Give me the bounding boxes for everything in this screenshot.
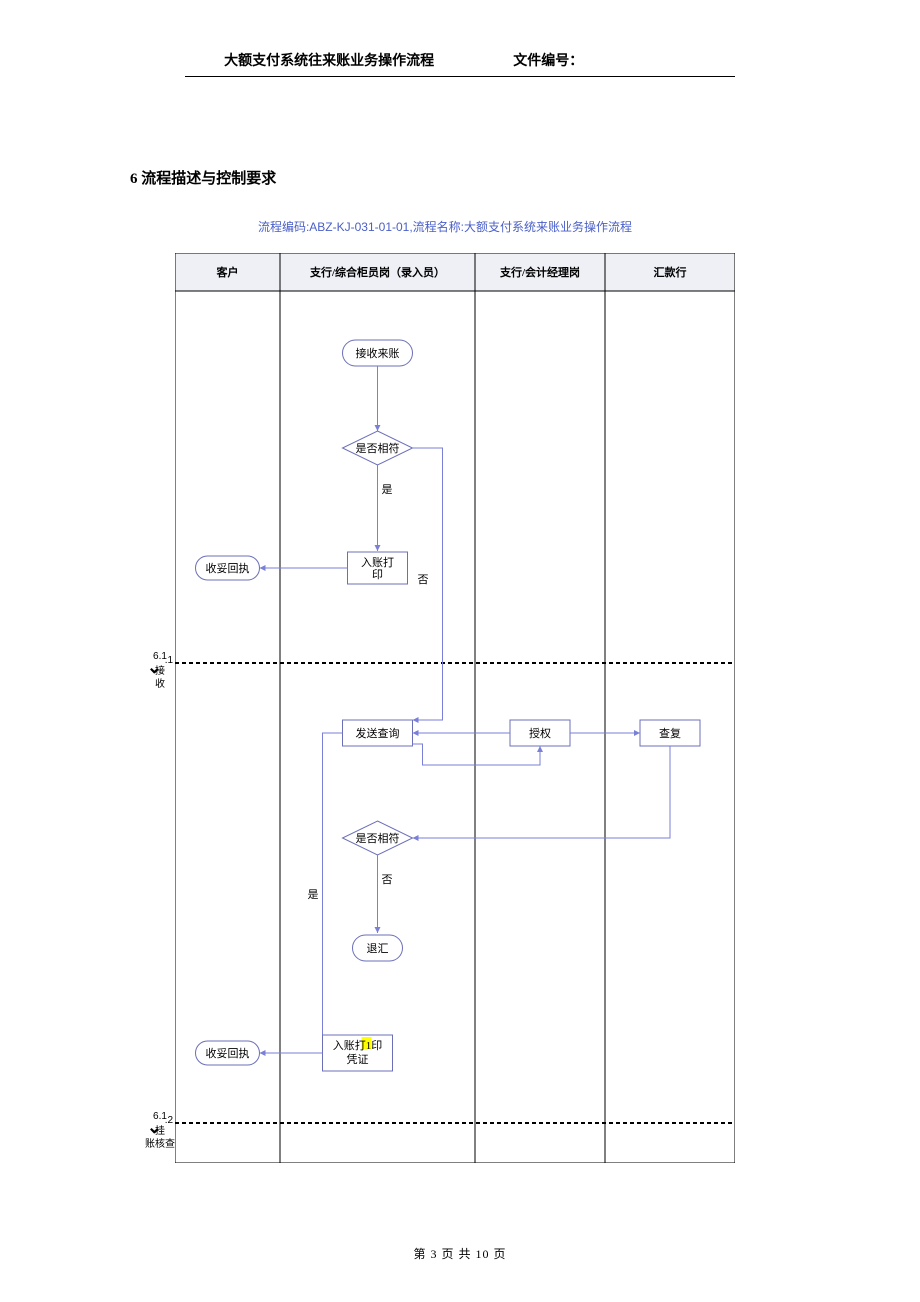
svg-text:收妥回执: 收妥回执 (206, 561, 250, 575)
svg-text:入账打1印: 入账打1印 (333, 1038, 383, 1052)
svg-text:接收来账: 接收来账 (356, 346, 400, 360)
marker-text: 收 (155, 679, 165, 690)
lane-marker-1: 6.1 ⌄ .1接 收 (145, 651, 175, 698)
svg-text:授权: 授权 (529, 726, 551, 740)
svg-text:收妥回执: 收妥回执 (206, 1046, 250, 1060)
section-heading: 6 流程描述与控制要求 (130, 167, 735, 188)
svg-text:查复: 查复 (659, 726, 681, 740)
marker-text: 账核查 (145, 1139, 175, 1150)
header-title: 大额支付系统往来账业务操作流程 (185, 50, 473, 70)
svg-text:入账打: 入账打 (361, 555, 394, 569)
flowchart: 6.1 ⌄ .1接 收 6.1 ⌄ .2挂 账核查 客户支行/综合柜员岗（录入员… (175, 253, 735, 1168)
svg-text:汇款行: 汇款行 (654, 265, 687, 279)
page: 大额支付系统往来账业务操作流程 文件编号： 6 流程描述与控制要求 流程编码:A… (0, 0, 920, 1302)
svg-text:支行/综合柜员岗（录入员）: 支行/综合柜员岗（录入员） (309, 265, 445, 279)
svg-text:是否相符: 是否相符 (356, 442, 400, 455)
flowchart-caption: 流程编码:ABZ-KJ-031-01-01,流程名称:大额支付系统来账业务操作流… (155, 218, 735, 235)
svg-text:退汇: 退汇 (367, 942, 389, 955)
svg-text:是否相符: 是否相符 (356, 832, 400, 845)
svg-text:凭证: 凭证 (347, 1052, 369, 1066)
header-doc-label: 文件编号： (473, 50, 735, 70)
svg-text:支行/会计经理岗: 支行/会计经理岗 (499, 265, 580, 279)
svg-text:客户: 客户 (216, 265, 239, 279)
svg-text:印: 印 (372, 568, 383, 581)
flowchart-svg: 客户支行/综合柜员岗（录入员）支行/会计经理岗汇款行接收来账是否相符是入账打印否… (175, 253, 735, 1163)
page-footer: 第 3 页 共 10 页 (0, 1245, 920, 1262)
page-header: 大额支付系统往来账业务操作流程 文件编号： (185, 50, 735, 77)
svg-text:是: 是 (308, 888, 319, 901)
svg-text:否: 否 (418, 574, 429, 586)
svg-text:发送查询: 发送查询 (356, 726, 400, 740)
lane-marker-2: 6.1 ⌄ .2挂 账核查 (145, 1111, 175, 1158)
svg-text:否: 否 (382, 874, 393, 886)
svg-text:是: 是 (382, 483, 393, 496)
